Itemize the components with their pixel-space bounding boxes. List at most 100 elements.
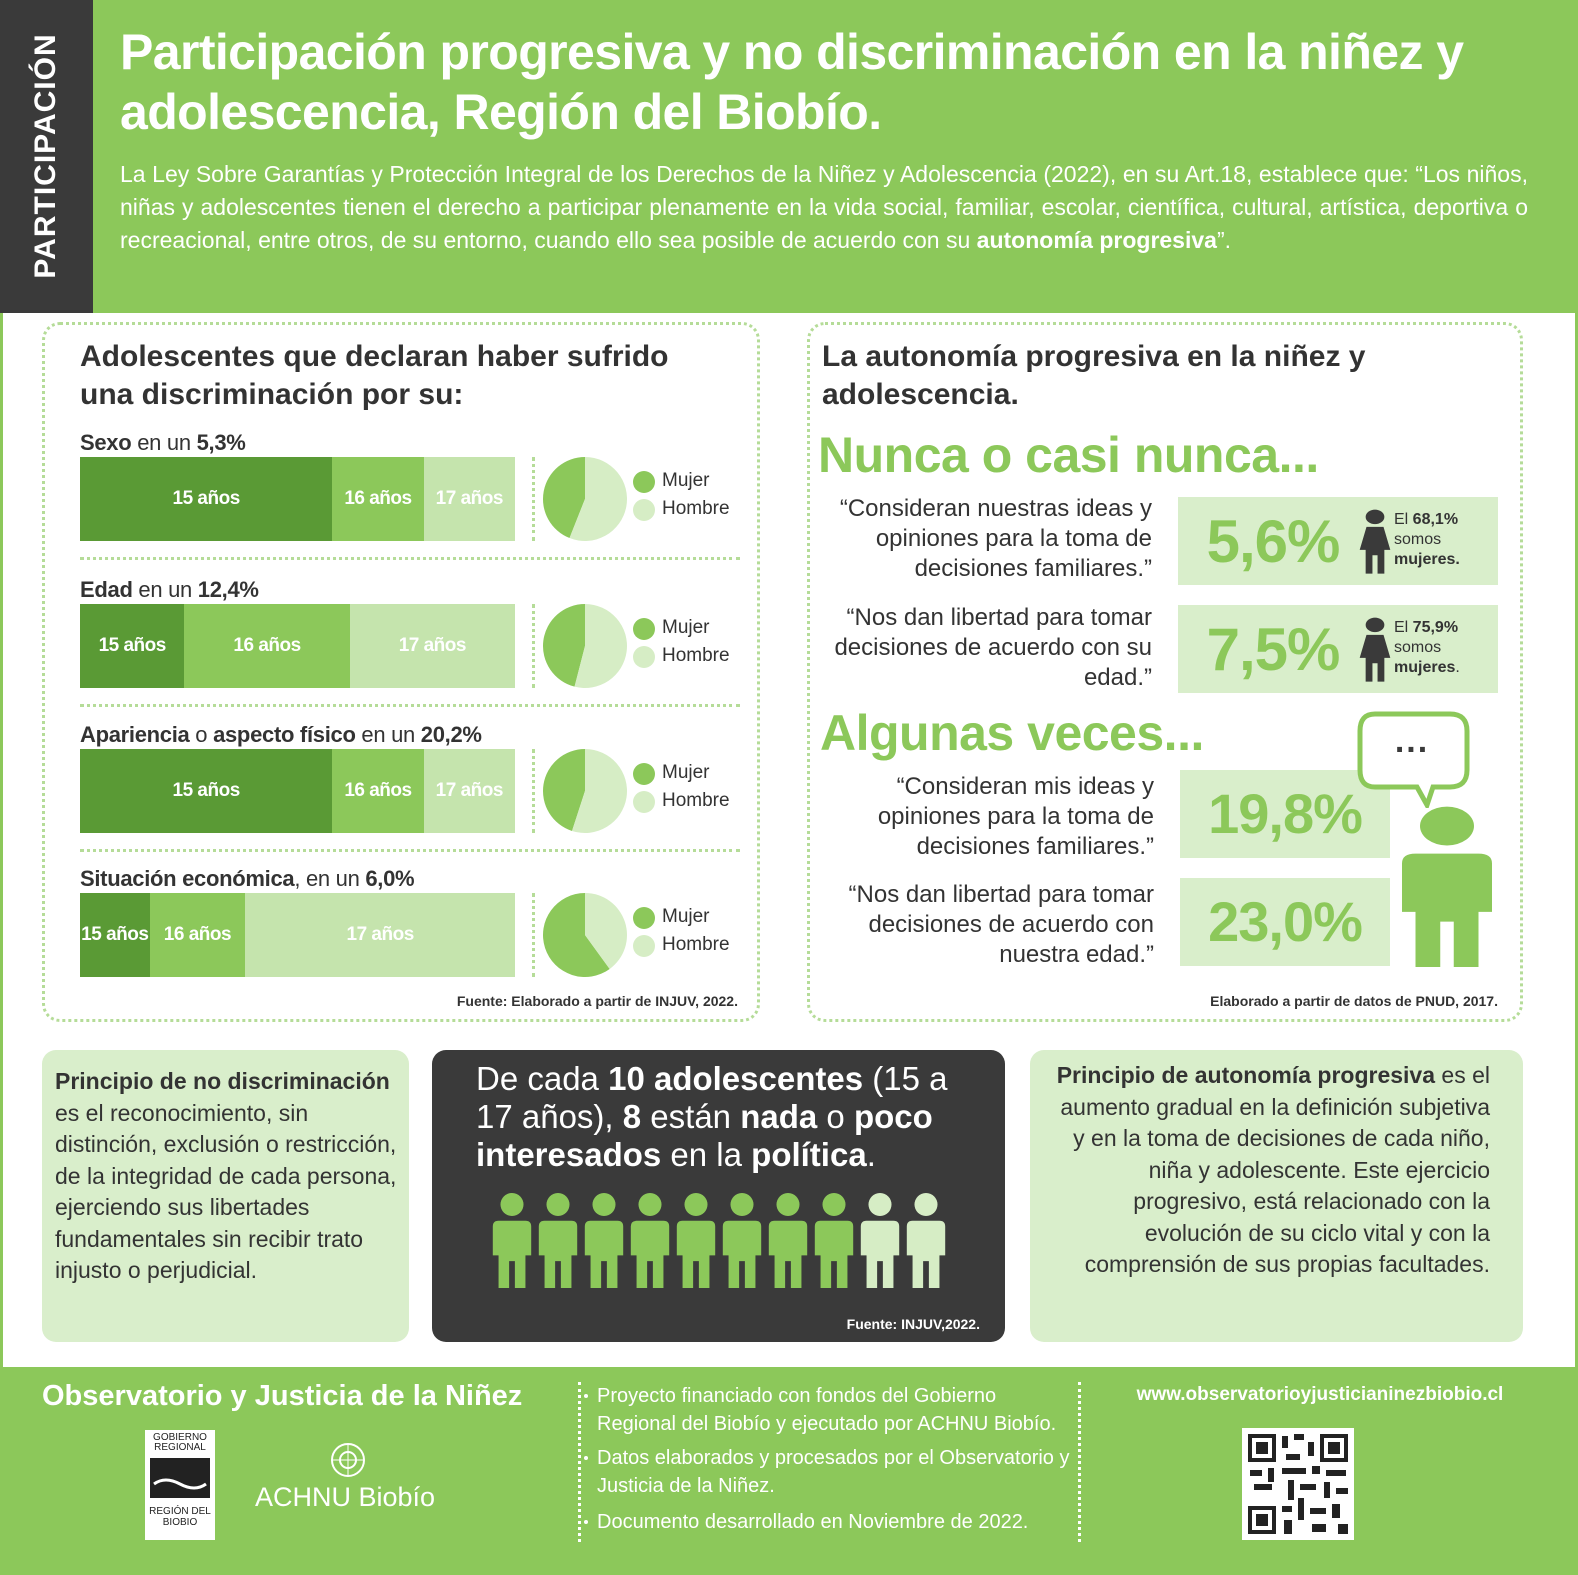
principle-box bbox=[42, 1050, 409, 1342]
segment-label: 17 años bbox=[435, 488, 504, 509]
stacked-bar: 15 años 16 años 17 años bbox=[80, 457, 515, 541]
separator-v bbox=[532, 749, 535, 833]
legend-swatch bbox=[633, 791, 655, 813]
politics-icons bbox=[492, 1192, 946, 1288]
side-bar bbox=[0, 0, 93, 313]
separator-v bbox=[532, 893, 535, 977]
text: . bbox=[866, 1136, 876, 1173]
segment-label: 15 años bbox=[98, 635, 167, 656]
pie-slice bbox=[572, 749, 627, 833]
legend-label: Mujer bbox=[662, 762, 710, 783]
text: están bbox=[641, 1098, 741, 1135]
pie-slice bbox=[574, 604, 627, 688]
legend-swatch bbox=[633, 499, 655, 521]
discrimination-panel bbox=[42, 322, 760, 1022]
segment-label: 17 años bbox=[435, 780, 504, 801]
org-name: Observatorio y Justicia de la Niñez bbox=[42, 1380, 523, 1412]
text: en un bbox=[355, 722, 421, 747]
text: ”. bbox=[1216, 227, 1232, 253]
bold-text: 75,9% bbox=[1412, 619, 1459, 636]
bar-segment: 16 años bbox=[184, 604, 350, 688]
separator-v bbox=[532, 457, 535, 541]
segment-label: 16 años bbox=[233, 635, 301, 656]
bold-text: mujeres. bbox=[1394, 551, 1460, 568]
text: (15 a 17 años), bbox=[476, 1060, 948, 1135]
bold-text: autonomía progresiva bbox=[976, 227, 1217, 253]
panel-title: La autonomía progresiva en la niñez y ad… bbox=[822, 340, 1366, 411]
segment-label: 16 años bbox=[163, 924, 232, 945]
girl-icon bbox=[1358, 509, 1392, 575]
quote: “Consideran mis ideas y opiniones para l… bbox=[877, 773, 1154, 860]
bold-text: Apariencia bbox=[80, 722, 190, 747]
text: De cada bbox=[476, 1060, 609, 1097]
stacked-bar: 15 años 16 años 17 años bbox=[80, 893, 515, 977]
logo-gob-top: GOBIERNO REGIONAL bbox=[153, 1432, 207, 1453]
bar-segment: 15 años bbox=[80, 893, 150, 977]
legend-label: Mujer bbox=[662, 617, 710, 638]
item-label: Situación económica, en un 6,0% bbox=[80, 866, 415, 892]
text: La Ley Sobre Garantías y Protección Inte… bbox=[120, 161, 1528, 253]
pie bbox=[543, 749, 627, 833]
bullet bbox=[584, 1520, 588, 1524]
principle-text: Principio de autonomía progresiva es el … bbox=[1050, 1060, 1490, 1281]
stacked-bar: 15 años 16 años 17 años bbox=[80, 604, 515, 688]
source: Fuente: Elaborado a partir de INJUV, 202… bbox=[456, 993, 738, 1009]
legend-label: Mujer bbox=[662, 470, 710, 491]
bar-segment: 15 años bbox=[80, 749, 333, 833]
pie-slice bbox=[543, 457, 585, 539]
legend-swatch bbox=[633, 646, 655, 668]
text: en un bbox=[132, 577, 198, 602]
text: en un bbox=[131, 430, 197, 455]
text: , en un bbox=[294, 866, 366, 891]
pie-slice bbox=[543, 893, 610, 977]
bar-segment: 17 años bbox=[349, 604, 515, 688]
bullet bbox=[584, 1394, 588, 1398]
principle-box bbox=[1030, 1050, 1523, 1342]
legend-label: Hombre bbox=[662, 790, 730, 811]
divider bbox=[1078, 1382, 1081, 1542]
value-box bbox=[1180, 770, 1390, 858]
source: Fuente: INJUV,2022. bbox=[846, 1316, 980, 1332]
bubble-text: ... bbox=[1394, 722, 1430, 760]
segment-label: 17 años bbox=[398, 635, 467, 656]
bold-text: Edad bbox=[80, 577, 133, 602]
bold-text: nada bbox=[740, 1098, 818, 1135]
legend-label: Hombre bbox=[662, 498, 730, 519]
bold-text: 5,3% bbox=[196, 430, 246, 455]
text: somos bbox=[1394, 639, 1442, 656]
note: El 75,9% somos mujeres. bbox=[1394, 618, 1494, 678]
intro: La Ley Sobre Garantías y Protección Inte… bbox=[120, 158, 1528, 257]
group-heading: Algunas veces... bbox=[820, 705, 1204, 761]
title: Participación progresiva y no discrimina… bbox=[120, 24, 1464, 140]
value: 7,5% bbox=[1206, 615, 1341, 683]
value: 5,6% bbox=[1206, 507, 1341, 575]
text: El bbox=[1394, 619, 1413, 636]
bar-segment: 15 años bbox=[80, 457, 333, 541]
legend-swatch bbox=[633, 618, 655, 640]
person-icon bbox=[1402, 805, 1492, 967]
bold-text: 20,2% bbox=[420, 722, 482, 747]
legend-label: Hombre bbox=[662, 645, 730, 666]
pie-slice bbox=[543, 604, 585, 687]
quote: “Nos dan libertad para tomar decisiones … bbox=[834, 604, 1152, 691]
note-text: Proyecto financiado con fondos del Gobie… bbox=[597, 1385, 1057, 1435]
logo-achnu: ACHNU Biobío bbox=[255, 1482, 436, 1512]
segment-label: 15 años bbox=[172, 780, 241, 801]
separator bbox=[80, 849, 740, 852]
pie bbox=[543, 604, 627, 688]
header bbox=[0, 0, 1578, 313]
qr-code bbox=[1242, 1428, 1354, 1540]
girl-shape bbox=[1360, 510, 1391, 574]
item-label: Apariencia o aspecto físico en un 20,2% bbox=[80, 722, 482, 748]
note: El 68,1% somos mujeres. bbox=[1394, 510, 1494, 570]
value: 23,0% bbox=[1208, 889, 1363, 953]
source: Elaborado a partir de datos de PNUD, 201… bbox=[1210, 993, 1498, 1009]
segment-label: 15 años bbox=[172, 488, 241, 509]
text: . bbox=[1455, 659, 1460, 676]
text: o bbox=[189, 722, 214, 747]
segment-label: 15 años bbox=[81, 924, 149, 945]
speech-bubble bbox=[1357, 711, 1470, 808]
quote: “Consideran nuestras ideas y opiniones p… bbox=[839, 495, 1152, 582]
